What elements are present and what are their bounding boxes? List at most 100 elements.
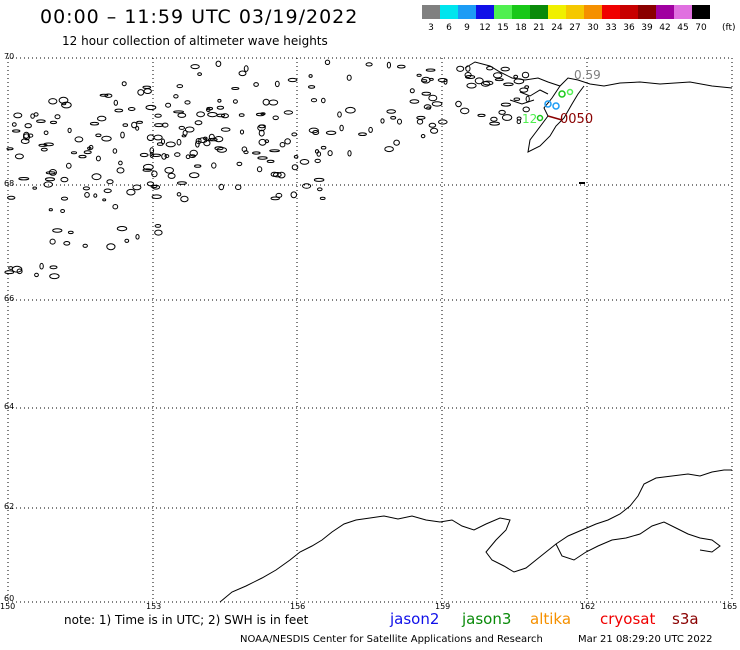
wave-contour [49, 120, 58, 125]
wave-contour [203, 139, 211, 147]
wave-contour [161, 122, 169, 128]
legend-swatch-9 [458, 5, 476, 19]
wave-contour [416, 73, 422, 77]
wave-contour [95, 155, 101, 162]
wave-contour [114, 108, 124, 113]
wave-contour [460, 107, 470, 115]
wave-contour [320, 145, 327, 150]
wave-contour [258, 129, 265, 137]
legend-swatch-36 [620, 5, 638, 19]
wave-contour [48, 98, 58, 105]
wave-contour [327, 150, 333, 157]
wave-contour [521, 71, 530, 79]
wave-contour [11, 122, 17, 127]
wave-contour [421, 76, 431, 84]
wave-contour [466, 82, 477, 89]
wave-contour [146, 181, 154, 187]
wave-contour [16, 268, 23, 275]
wave-contour [23, 131, 30, 139]
wave-contour [24, 123, 32, 129]
legend-label-6: 6 [446, 23, 452, 33]
wave-contour [339, 124, 344, 132]
wave-contour [150, 184, 158, 189]
wave-contour [324, 59, 331, 65]
legend-swatch-42 [656, 5, 674, 19]
wave-contour [7, 195, 16, 200]
wave-contour [313, 177, 325, 182]
wave-contour [176, 192, 182, 197]
peninsula-coast [527, 85, 585, 153]
wave-contour [176, 84, 184, 89]
wave-contour [48, 169, 58, 176]
wave-contour [211, 162, 217, 169]
wave-contour [70, 151, 78, 155]
legend-swatch-3 [422, 5, 440, 19]
lat-label-60: 60 [4, 594, 15, 603]
wave-contour [60, 176, 69, 183]
legend-label-21: 21 [533, 23, 545, 33]
wave-contour [151, 170, 158, 178]
wave-contour [409, 99, 420, 104]
wave-contour [106, 243, 116, 251]
wave-contour [124, 238, 130, 243]
wave-contour [220, 127, 231, 132]
wave-contour [214, 146, 224, 151]
wave-contour [258, 124, 266, 129]
wave-contour [251, 151, 261, 155]
legend-swatch-12 [476, 5, 494, 19]
wave-contour [291, 132, 298, 137]
wave-contour [262, 98, 270, 106]
wave-contour [101, 135, 112, 142]
altimeter-pass-marks [536, 88, 574, 122]
wave-contour [217, 98, 222, 103]
wave-contour [156, 142, 164, 146]
wave-contour [161, 153, 167, 160]
wave-contour [136, 120, 144, 124]
wave-contour [482, 80, 494, 86]
wave-contour [279, 142, 286, 148]
coast-marker [579, 182, 585, 184]
pass-label-grey: 0.59 [574, 68, 601, 82]
southern-coastline-inlet [555, 521, 721, 561]
wave-contour [513, 74, 519, 79]
wave-contour [49, 265, 58, 270]
wave-contour [425, 68, 436, 72]
wave-contour [486, 66, 494, 71]
wave-contour [6, 147, 14, 151]
wave-contour [522, 106, 530, 113]
wave-contour [87, 146, 92, 151]
wave-contour [272, 172, 282, 178]
lat-label-64: 64 [4, 402, 15, 411]
wave-contour [49, 273, 60, 280]
map-subtitle: 12 hour collection of altimeter wave hei… [62, 34, 328, 48]
wave-contour [308, 85, 316, 89]
legend-label-24: 24 [551, 23, 563, 33]
legend-label-9: 9 [464, 23, 470, 33]
legend-unit: (ft) [722, 23, 736, 33]
satellite-cryosat: cryosat [600, 610, 656, 628]
wave-contour [58, 96, 69, 104]
wave-contour [18, 177, 30, 181]
wave-contour [397, 118, 402, 125]
wave-contour [84, 192, 90, 198]
wave-contour [365, 62, 373, 67]
wave-contour [121, 81, 127, 87]
wave-contour [63, 241, 71, 246]
wave-contour [207, 112, 218, 118]
wave-contour [146, 134, 155, 141]
lat-label-62: 62 [4, 502, 15, 511]
wave-contour [132, 184, 142, 191]
wave-contour [149, 147, 155, 154]
wave-contour [380, 118, 385, 124]
wave-contour [465, 65, 471, 72]
wave-contour [456, 65, 465, 72]
wave-contour [118, 160, 123, 166]
wave-contour [216, 105, 225, 110]
wave-contour [325, 130, 337, 136]
wave-contour [190, 64, 200, 70]
legend-swatch-18 [512, 5, 530, 19]
wave-contour [500, 66, 510, 72]
wave-contour [275, 192, 283, 198]
wave-contour [82, 243, 88, 248]
wave-contour [135, 125, 140, 131]
